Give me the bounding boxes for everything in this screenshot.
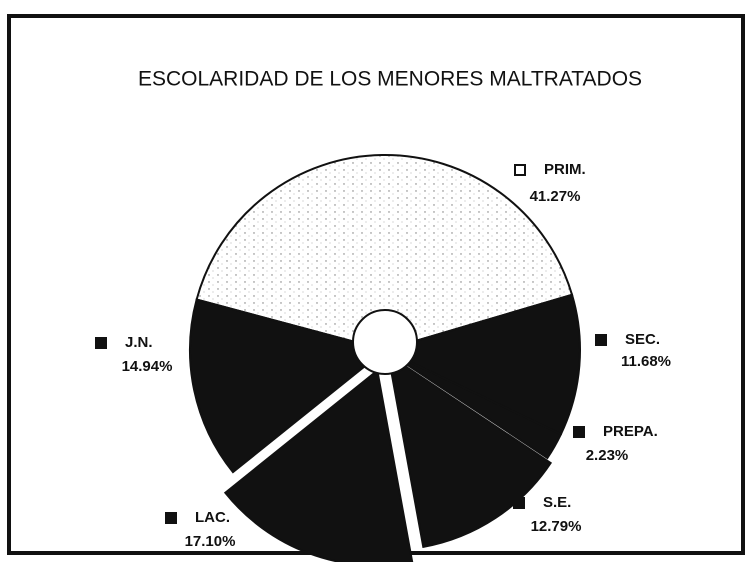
legend-label: PREPA. [603, 423, 658, 440]
legend-marker [595, 334, 607, 346]
legend: PRIM. 41.27% SEC. 11.68% PREPA. 2.23% S.E. 12.7… [95, 161, 671, 550]
legend-marker [573, 426, 585, 438]
legend-label: S.E. [543, 494, 571, 511]
legend-marker [514, 164, 526, 176]
legend-marker [513, 497, 525, 509]
value-label: 2.23% [586, 447, 629, 464]
pie [189, 154, 581, 562]
legend-marker [165, 512, 177, 524]
value-label: 41.27% [530, 188, 581, 205]
value-label: 12.79% [531, 518, 582, 535]
legend-label: SEC. [625, 331, 660, 348]
legend-label: J.N. [125, 334, 153, 351]
pie-slice [223, 368, 414, 562]
value-label: 14.94% [122, 358, 173, 375]
legend-label: LAC. [195, 509, 230, 526]
pie-slice [384, 349, 563, 460]
value-label: 11.68% [621, 353, 671, 370]
pie-slice [382, 293, 581, 436]
legend-label: PRIM. [544, 161, 586, 178]
pie-slice [386, 352, 553, 549]
value-label: 17.10% [185, 533, 236, 550]
pie-slice [195, 154, 574, 352]
chart-title: ESCOLARIDAD DE LOS MENORES MALTRATADOS [138, 68, 642, 91]
pie-slice [189, 298, 388, 474]
legend-marker [95, 337, 107, 349]
pie-hole [352, 309, 418, 375]
